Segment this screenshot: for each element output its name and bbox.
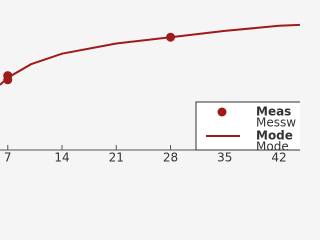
background <box>0 0 300 200</box>
x-tick-label: 42 <box>271 151 286 165</box>
legend-label-sub: Messw <box>256 116 296 130</box>
legend-label: Mode <box>256 129 293 143</box>
x-tick-label: 35 <box>217 151 232 165</box>
x-tick-label: 28 <box>163 151 178 165</box>
x-tick-label: 7 <box>4 151 12 165</box>
legend-label-sub: Mode <box>256 140 289 154</box>
x-tick-label: 21 <box>109 151 124 165</box>
legend-marker <box>217 107 227 117</box>
x-tick-label: 14 <box>54 151 69 165</box>
model-line <box>0 23 300 86</box>
legend-label: Meas <box>256 105 291 119</box>
legend-box <box>195 101 300 151</box>
